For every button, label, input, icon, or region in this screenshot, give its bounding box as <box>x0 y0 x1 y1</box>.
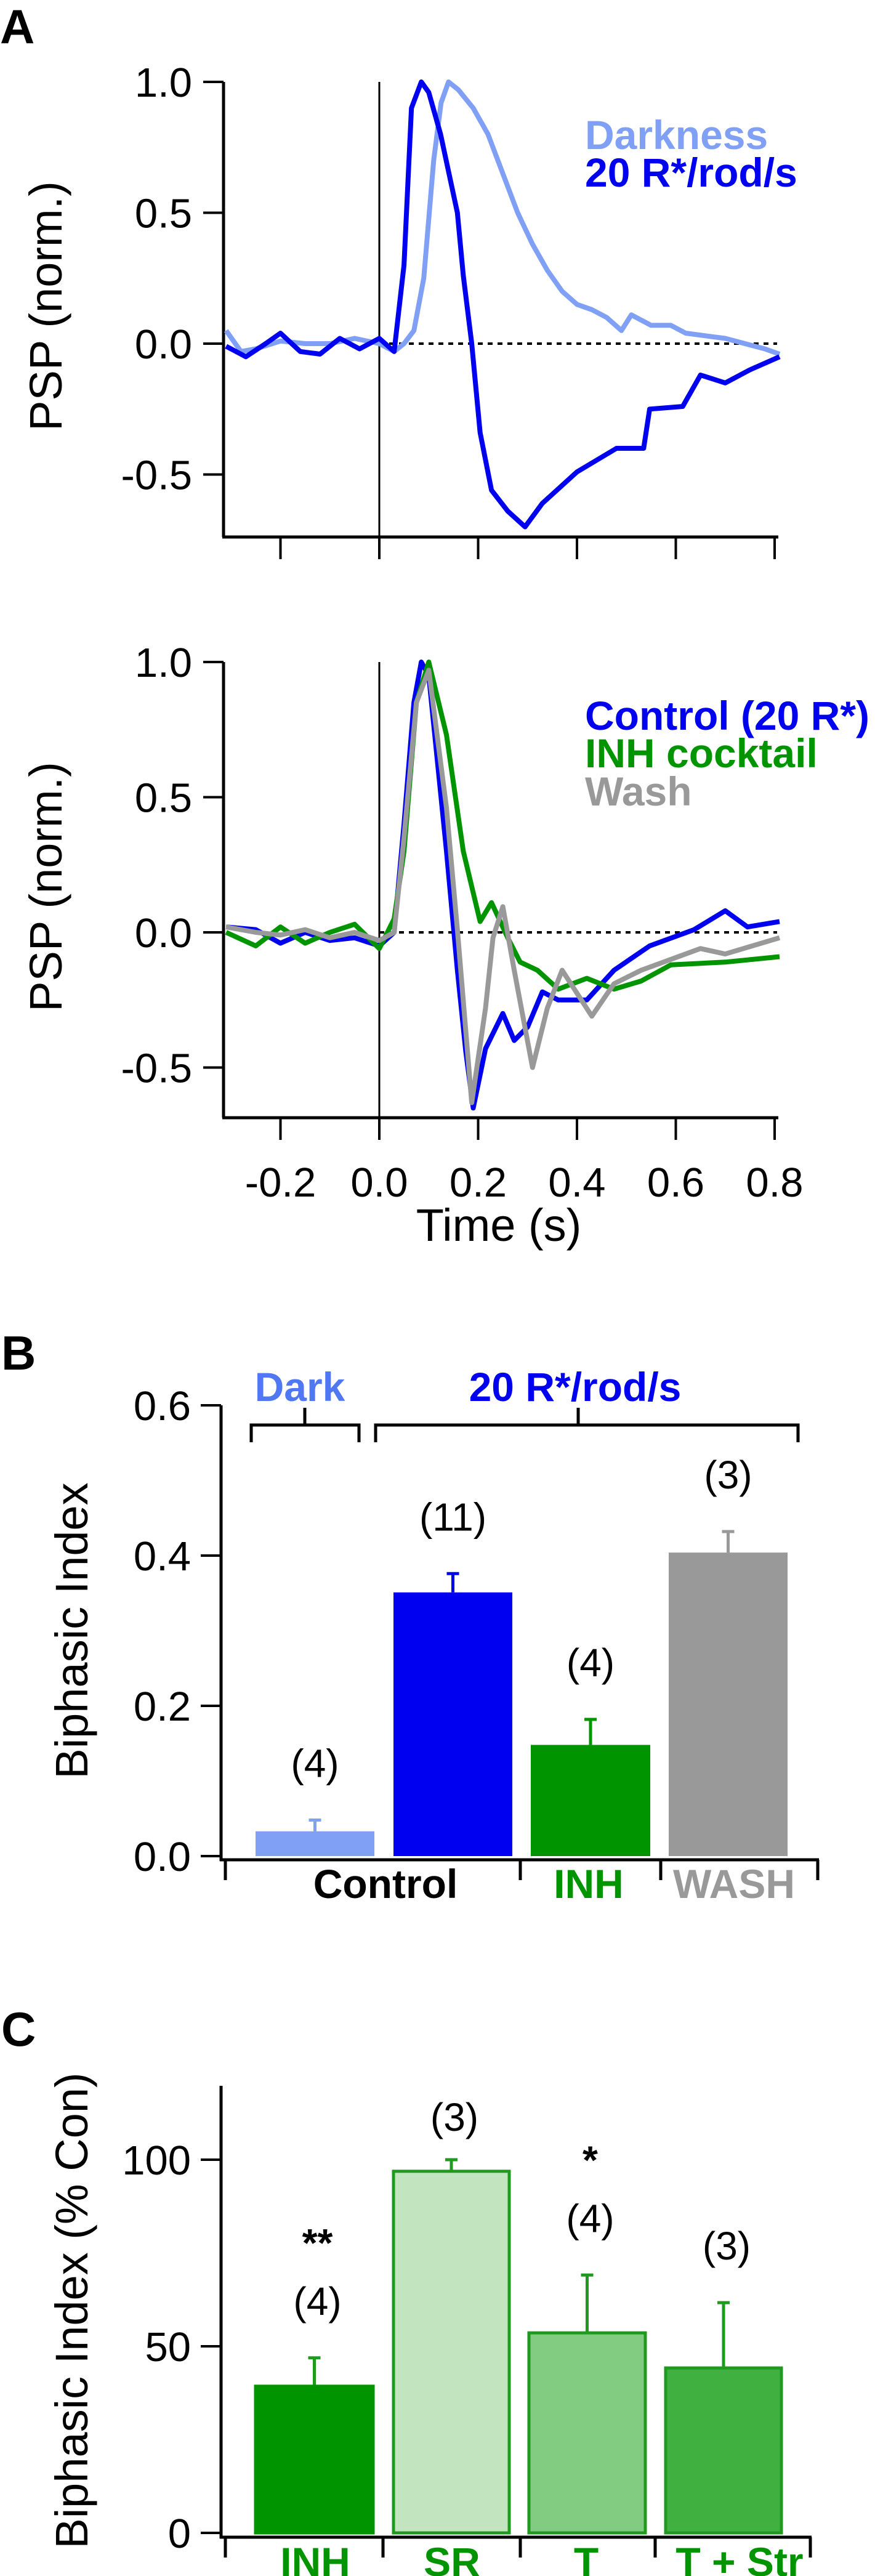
panel-label-b: B <box>1 1326 36 1380</box>
bar-sr <box>392 2170 511 2535</box>
y-tick-label: 0.2 <box>134 1684 191 1730</box>
trace-wash <box>225 668 781 1105</box>
bracket-light <box>374 1408 800 1442</box>
trace-20-r-rod-s <box>225 79 781 530</box>
bar-inh <box>254 2384 375 2535</box>
n-label: (3) <box>704 1453 752 1497</box>
y-tick-label: 100 <box>122 2138 191 2184</box>
x-tick-label: 0.2 <box>450 1160 507 1206</box>
group-label-dark: Dark <box>255 1364 345 1410</box>
y-tick-label: -0.5 <box>121 1046 192 1092</box>
y-tick-label: 0.6 <box>134 1383 191 1429</box>
bar-t-str <box>664 2366 783 2535</box>
x-tick-label: 0.8 <box>746 1160 803 1206</box>
legend-inh: INH cocktail <box>585 730 818 776</box>
bar-dark <box>256 1831 374 1856</box>
significance-marker: * <box>583 2138 598 2182</box>
legend-20r: 20 R*/rod/s <box>585 150 797 195</box>
x-axis-title: Time (s) <box>416 1200 582 1251</box>
legend-control: Control (20 R*) <box>585 693 869 738</box>
n-label: (11) <box>419 1495 486 1539</box>
group-dividers <box>224 1860 820 1880</box>
x-tick-label: -0.2 <box>245 1160 316 1206</box>
bar-wash <box>669 1552 788 1856</box>
trace-inh-cocktail <box>225 660 780 992</box>
bar-inh <box>531 1745 650 1856</box>
n-label: (3) <box>430 2095 478 2139</box>
y-tick-label: 0.5 <box>135 191 192 237</box>
chart-c-biphasic-percent: Biphasic Index (% Con) 100 50 0 (4) ** INH (3)… <box>46 2072 812 2576</box>
category-dividers <box>224 2537 812 2558</box>
n-label: (4) <box>567 1641 615 1685</box>
trace-darkness <box>224 79 781 357</box>
y-axis-title: PSP (norm.) <box>20 181 71 431</box>
y-tick-label: 1.0 <box>135 60 192 106</box>
panel-label-a: A <box>0 0 34 54</box>
bracket-dark <box>249 1408 361 1442</box>
y-tick-label: -0.5 <box>121 453 192 499</box>
n-label: (4) <box>566 2196 614 2240</box>
y-axis-title: PSP (norm.) <box>20 762 71 1012</box>
y-tick-label: 1.0 <box>135 640 192 686</box>
y-axis-title: Biphasic Index <box>46 1482 97 1779</box>
y-tick-label: 0.4 <box>134 1533 191 1580</box>
x-tick-label: 0.0 <box>350 1160 408 1206</box>
y-axis-title: Biphasic Index (% Con) <box>46 2072 97 2548</box>
bar-control <box>393 1592 512 1856</box>
significance-marker: ** <box>302 2221 333 2265</box>
x-tick-label: 0.6 <box>647 1160 704 1206</box>
n-label: (3) <box>703 2224 751 2268</box>
y-tick-label: 0 <box>168 2511 191 2557</box>
chart-a-pharmacology: PSP (norm.) Time (s) Control (20 R*) INH… <box>20 640 869 1251</box>
chart-a-darkness: PSP (norm.) Darkness 20 R*/rod/s 1.0 0.5 0… <box>20 60 797 559</box>
group-inh: INH <box>554 1861 624 1907</box>
group-wash: WASH <box>673 1861 795 1907</box>
category-label: T <box>574 2539 599 2576</box>
n-label: (4) <box>291 1741 339 1785</box>
category-label: T + Str <box>675 2539 803 2576</box>
x-tick-label: 0.4 <box>548 1160 605 1206</box>
n-label: (4) <box>293 2279 341 2324</box>
y-tick-label: 0.0 <box>135 321 192 368</box>
category-label: INH <box>280 2539 350 2576</box>
chart-b-biphasic-index: Biphasic Index Dark 20 R*/rod/s Control … <box>46 1364 820 1907</box>
group-label-light: 20 R*/rod/s <box>469 1364 682 1410</box>
y-tick-label: 0.5 <box>135 775 192 822</box>
group-control: Control <box>313 1861 458 1907</box>
y-tick-label: 0.0 <box>134 1834 191 1880</box>
panel-label-c: C <box>1 2002 36 2056</box>
y-tick-label: 0.0 <box>135 910 192 956</box>
y-tick-label: 50 <box>145 2324 191 2370</box>
bar-t <box>527 2331 647 2535</box>
legend-wash: Wash <box>585 769 692 814</box>
category-label: SR <box>424 2539 480 2576</box>
legend-darkness: Darkness <box>585 112 768 158</box>
